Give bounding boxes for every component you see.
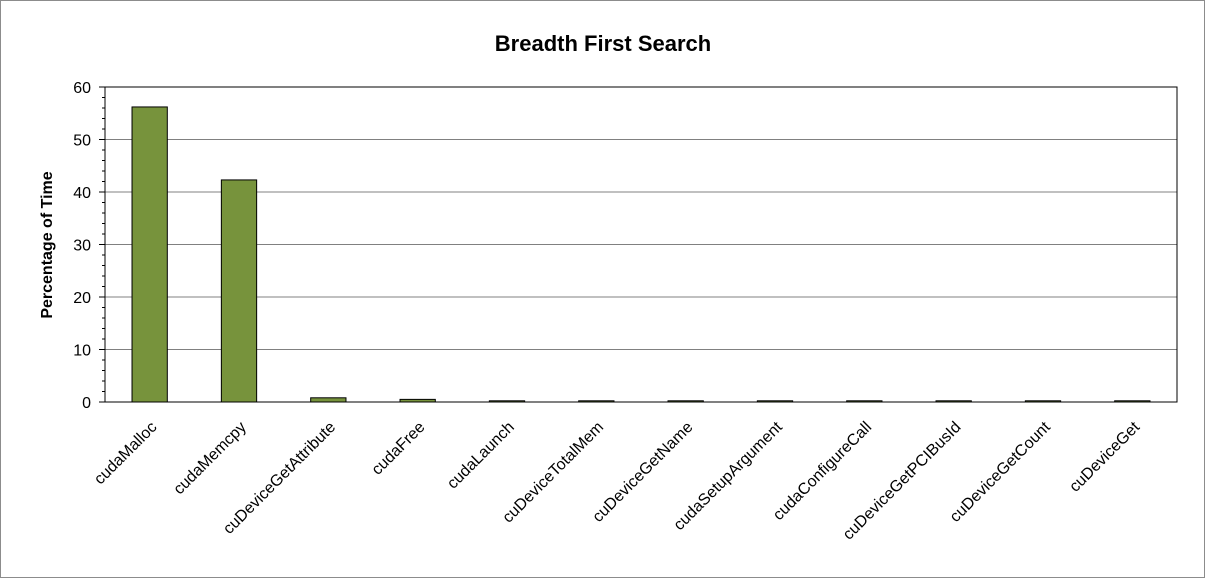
x-tick-label: cudaFree <box>369 419 429 479</box>
x-tick-labels: cudaMalloc cudaMemcpycuDeviceGetAttribute… <box>91 418 1143 543</box>
bars <box>131 106 1151 403</box>
axes <box>99 86 1178 403</box>
y-tick-label: 40 <box>73 185 91 202</box>
x-tick-label: cudaMalloc <box>91 419 160 488</box>
x-tick-label: cudaLaunch <box>444 419 518 493</box>
y-tick-label: 20 <box>73 290 91 307</box>
x-tick-label: cuDeviceGet <box>1066 418 1143 495</box>
x-tick-label: cudaConfigureCall <box>770 419 875 524</box>
y-tick-labels: 0 10 20 30 40 50 60 <box>73 80 91 412</box>
chart-title: Breadth First Search <box>495 31 711 56</box>
y-tick-label: 30 <box>73 238 91 255</box>
y-tick-label: 60 <box>73 80 91 97</box>
y-tick-label: 10 <box>73 343 91 360</box>
x-tick-label: cudaMemcpy <box>171 419 250 498</box>
bar-cudaMalloc <box>131 106 168 403</box>
y-tick-label: 50 <box>73 133 91 150</box>
y-axis-label: Percentage of Time <box>39 171 56 318</box>
gridlines <box>105 139 1177 350</box>
bar-cudaMemcpy <box>220 179 258 403</box>
bar-cuDeviceGetAttribute <box>310 397 347 403</box>
y-tick-label: 0 <box>82 395 91 412</box>
x-tick-label: cuDeviceGetName <box>590 419 697 526</box>
x-tick-label: cuDeviceTotalMem <box>500 419 608 527</box>
x-tick-label: cuDeviceGetCount <box>947 418 1054 525</box>
